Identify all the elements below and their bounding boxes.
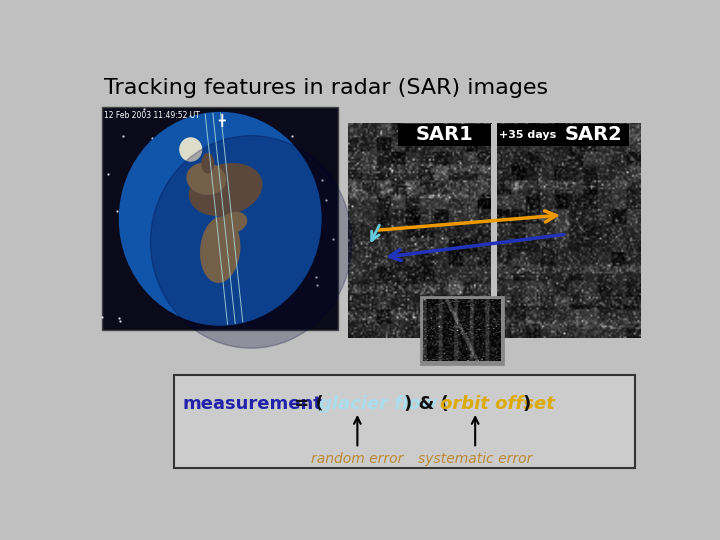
Point (194, 286, 205, 295)
Point (220, 239, 231, 247)
Text: SAR2: SAR2 (565, 125, 623, 144)
Point (286, 132, 297, 141)
Point (184, 112, 195, 120)
Point (179, 183, 191, 191)
Point (196, 206, 207, 215)
FancyBboxPatch shape (421, 298, 503, 363)
Point (150, 203, 162, 212)
Text: SAR1: SAR1 (416, 125, 474, 144)
Text: orbit offset: orbit offset (439, 395, 554, 414)
Point (223, 156, 235, 164)
Point (264, 154, 275, 163)
Point (212, 313, 223, 321)
Point (280, 255, 292, 264)
Point (203, 179, 215, 188)
Point (225, 276, 237, 285)
Point (327, 235, 338, 244)
Point (114, 316, 125, 325)
Point (238, 140, 249, 149)
FancyBboxPatch shape (174, 375, 635, 468)
Point (251, 285, 263, 293)
Point (267, 172, 279, 180)
Point (117, 131, 129, 140)
FancyBboxPatch shape (398, 124, 492, 146)
Point (170, 263, 181, 272)
Point (197, 115, 208, 124)
Ellipse shape (189, 164, 262, 215)
Point (277, 281, 289, 289)
Point (220, 250, 231, 259)
Point (310, 273, 322, 281)
Point (161, 250, 173, 259)
Text: Tracking features in radar (SAR) images: Tracking features in radar (SAR) images (104, 78, 548, 98)
Text: glacier flow: glacier flow (320, 395, 438, 414)
Ellipse shape (180, 138, 202, 161)
Point (194, 288, 205, 296)
Point (274, 276, 285, 285)
Point (261, 132, 272, 141)
Point (182, 165, 194, 173)
Ellipse shape (202, 154, 214, 173)
Point (96, 313, 108, 322)
Point (199, 114, 211, 123)
Point (144, 281, 156, 290)
Point (220, 206, 231, 214)
Text: ) & (: ) & ( (404, 395, 449, 414)
Point (138, 104, 150, 113)
Point (311, 211, 323, 220)
Ellipse shape (220, 213, 246, 233)
Point (113, 314, 125, 322)
Point (320, 195, 332, 204)
Point (266, 266, 277, 274)
Point (186, 172, 197, 180)
Point (184, 198, 195, 207)
Text: = (: = ( (287, 395, 323, 414)
Point (112, 206, 123, 215)
Point (254, 301, 266, 309)
Text: systematic error: systematic error (418, 452, 532, 466)
Ellipse shape (150, 136, 352, 348)
Text: measurement: measurement (183, 395, 323, 414)
FancyBboxPatch shape (497, 124, 629, 146)
Point (204, 237, 216, 245)
Point (159, 292, 171, 301)
Text: 12 Feb 2003 11:49:52 UT: 12 Feb 2003 11:49:52 UT (104, 111, 200, 120)
Text: +35 days: +35 days (499, 130, 557, 140)
FancyBboxPatch shape (492, 124, 497, 338)
Point (311, 281, 323, 289)
Text: ): ) (523, 395, 531, 414)
Point (246, 224, 257, 232)
Point (164, 268, 176, 277)
Point (102, 170, 113, 179)
Text: ╋: ╋ (218, 114, 225, 127)
Point (209, 299, 220, 307)
Point (316, 176, 328, 184)
Point (215, 318, 226, 327)
Text: random error: random error (311, 452, 404, 466)
Point (214, 208, 225, 217)
Point (294, 209, 305, 218)
Point (207, 254, 218, 262)
Point (256, 291, 268, 299)
Point (203, 118, 215, 127)
Ellipse shape (187, 163, 225, 194)
Point (127, 219, 139, 228)
Ellipse shape (120, 112, 321, 325)
Ellipse shape (201, 217, 240, 282)
Point (231, 136, 243, 144)
FancyBboxPatch shape (102, 107, 338, 330)
Point (271, 197, 282, 205)
Point (146, 133, 158, 142)
